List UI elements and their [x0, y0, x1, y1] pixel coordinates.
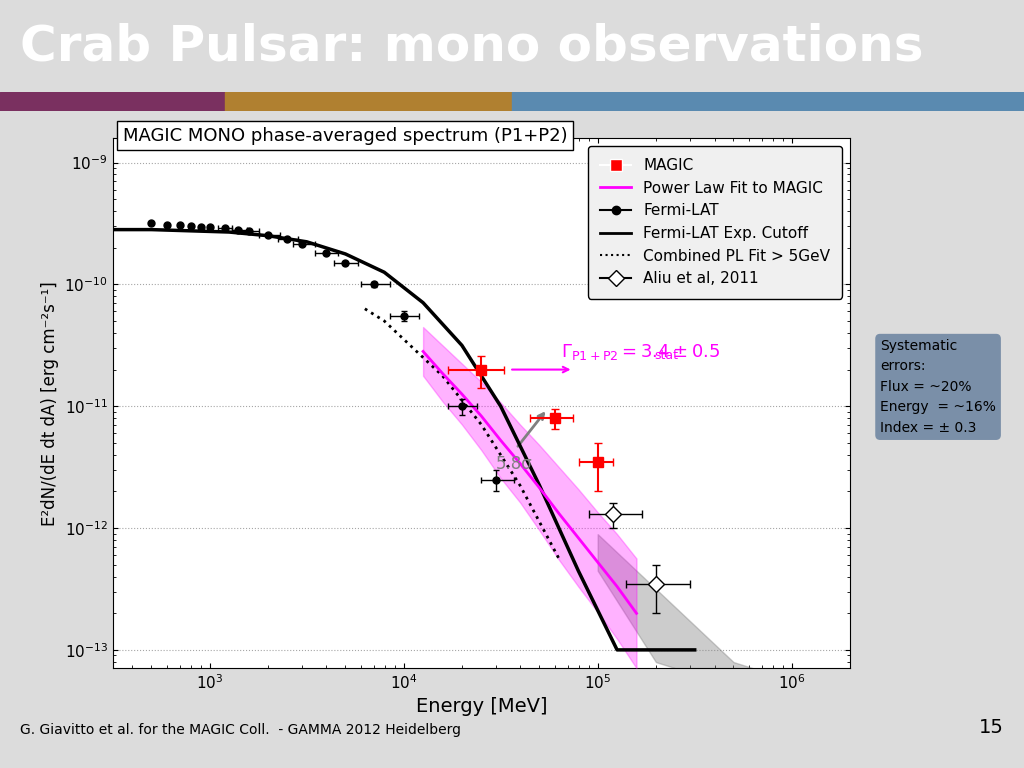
- Fermi-LAT Exp. Cutoff: [688, 645, 700, 654]
- Power Law Fit to MAGIC: [631, 609, 643, 618]
- Power Law Fit to MAGIC: [572, 533, 585, 542]
- Power Law Fit to MAGIC: [475, 412, 487, 421]
- Text: 5.8σ: 5.8σ: [497, 455, 534, 473]
- Text: G. Giavitto et al. for the MAGIC Coll.  - GAMMA 2012 Heidelberg: G. Giavitto et al. for the MAGIC Coll. -…: [20, 723, 462, 737]
- Power Law Fit to MAGIC: [534, 483, 546, 492]
- Fermi-LAT Exp. Cutoff: [572, 566, 585, 575]
- Line: Fermi-LAT Exp. Cutoff: Fermi-LAT Exp. Cutoff: [113, 230, 694, 650]
- Combined PL Fit > 5GeV: [397, 335, 410, 344]
- Combined PL Fit > 5GeV: [495, 450, 507, 459]
- Fermi-LAT Exp. Cutoff: [456, 341, 468, 350]
- Power Law Fit to MAGIC: [553, 509, 565, 518]
- Bar: [225, 92, 512, 111]
- Y-axis label: E²dN/(dE dt dA) [erg cm⁻²s⁻¹]: E²dN/(dE dt dA) [erg cm⁻²s⁻¹]: [41, 281, 58, 525]
- Bar: [0, 92, 225, 111]
- Combined PL Fit > 5GeV: [534, 518, 546, 527]
- Fermi-LAT Exp. Cutoff: [184, 227, 197, 236]
- Power Law Fit to MAGIC: [592, 558, 604, 567]
- Fermi-LAT Exp. Cutoff: [300, 237, 312, 247]
- Fermi-LAT Exp. Cutoff: [339, 250, 351, 259]
- Text: Systematic
errors:
Flux = ~20%
Energy  = ~16%
Index = ± 0.3: Systematic errors: Flux = ~20% Energy = …: [880, 339, 996, 435]
- Power Law Fit to MAGIC: [495, 435, 507, 445]
- Fermi-LAT Exp. Cutoff: [106, 225, 119, 234]
- Bar: [512, 92, 1024, 111]
- Combined PL Fit > 5GeV: [553, 554, 565, 563]
- Power Law Fit to MAGIC: [611, 582, 624, 591]
- Fermi-LAT Exp. Cutoff: [534, 481, 546, 490]
- Power Law Fit to MAGIC: [436, 369, 449, 378]
- Fermi-LAT Exp. Cutoff: [495, 402, 507, 411]
- Text: stat: stat: [654, 349, 678, 362]
- Combined PL Fit > 5GeV: [475, 420, 487, 429]
- Combined PL Fit > 5GeV: [358, 304, 371, 313]
- Fermi-LAT Exp. Cutoff: [378, 267, 390, 276]
- Power Law Fit to MAGIC: [456, 389, 468, 399]
- Legend: MAGIC, Power Law Fit to MAGIC, Fermi-LAT, Fermi-LAT Exp. Cutoff, Combined PL Fit: MAGIC, Power Law Fit to MAGIC, Fermi-LAT…: [588, 146, 843, 299]
- Fermi-LAT Exp. Cutoff: [262, 231, 274, 240]
- Fermi-LAT Exp. Cutoff: [650, 645, 663, 654]
- Power Law Fit to MAGIC: [417, 347, 429, 356]
- Combined PL Fit > 5GeV: [456, 396, 468, 405]
- Fermi-LAT Exp. Cutoff: [611, 645, 624, 654]
- Text: $\Gamma_{\rm P1+P2}$$ = 3.4 \pm 0.5$: $\Gamma_{\rm P1+P2}$$ = 3.4 \pm 0.5$: [561, 343, 721, 362]
- Fermi-LAT Exp. Cutoff: [145, 225, 158, 234]
- Power Law Fit to MAGIC: [514, 459, 526, 468]
- Text: 15: 15: [979, 718, 1004, 737]
- Line: Power Law Fit to MAGIC: Power Law Fit to MAGIC: [423, 352, 637, 614]
- Text: Crab Pulsar: mono observations: Crab Pulsar: mono observations: [20, 22, 924, 70]
- Fermi-LAT Exp. Cutoff: [417, 298, 429, 307]
- Text: MAGIC MONO phase-averaged spectrum (P1+P2): MAGIC MONO phase-averaged spectrum (P1+P…: [123, 127, 567, 144]
- Line: Combined PL Fit > 5GeV: Combined PL Fit > 5GeV: [365, 309, 559, 558]
- X-axis label: Energy [MeV]: Energy [MeV]: [416, 697, 547, 717]
- Combined PL Fit > 5GeV: [436, 371, 449, 380]
- Combined PL Fit > 5GeV: [417, 353, 429, 362]
- Combined PL Fit > 5GeV: [378, 316, 390, 326]
- Combined PL Fit > 5GeV: [514, 481, 526, 490]
- Fermi-LAT Exp. Cutoff: [223, 227, 236, 237]
